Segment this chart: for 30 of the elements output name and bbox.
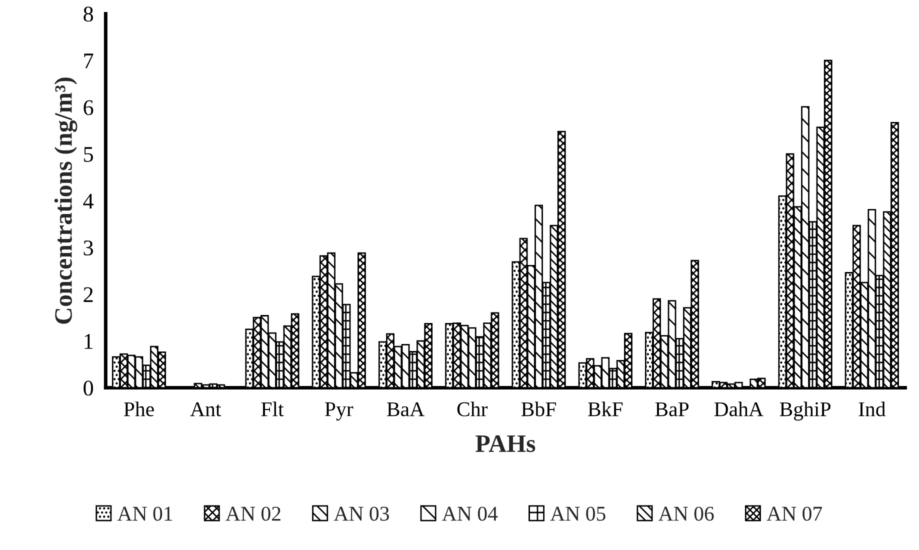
x-tick-label: BaP xyxy=(655,402,689,416)
y-axis-title: Concentrations (ng/m³) xyxy=(54,78,78,324)
y-tick-label: 7 xyxy=(84,54,94,68)
y-tick-label: 4 xyxy=(83,194,94,208)
y-tick-label: 1 xyxy=(84,334,93,349)
x-tick-label: BghiP xyxy=(780,402,830,421)
x-tick-label: Ant xyxy=(190,402,222,416)
x-tick-label: BkF xyxy=(588,402,623,416)
x-tick-label: Phe xyxy=(124,402,154,416)
x-axis-title: PAHs xyxy=(476,435,536,452)
x-tick-label: Ind xyxy=(858,402,886,416)
y-tick-label: 0 xyxy=(84,380,94,396)
legend-label: AN 02 xyxy=(226,506,280,521)
x-tick-label: Chr xyxy=(457,402,488,416)
legend-label: AN 01 xyxy=(117,506,172,521)
y-tick-label: 3 xyxy=(84,240,94,256)
y-tick-label: 6 xyxy=(84,100,94,116)
legend-label: AN 06 xyxy=(658,506,714,521)
legend-label: AN 03 xyxy=(334,506,389,521)
x-tick-label: BaA xyxy=(387,402,424,416)
x-tick-label: Flt xyxy=(261,402,284,416)
legend-label: AN 04 xyxy=(442,506,498,521)
x-tick-label: Pyr xyxy=(325,402,354,421)
x-tick-label: BbF xyxy=(521,402,556,416)
legend-label: AN 05 xyxy=(550,506,606,521)
y-tick-label: 2 xyxy=(84,287,93,302)
y-tick-label: 8 xyxy=(84,6,94,22)
x-tick-label: DahA xyxy=(714,402,764,416)
y-tick-label: 5 xyxy=(84,147,94,162)
legend-label: AN 07 xyxy=(766,506,822,521)
